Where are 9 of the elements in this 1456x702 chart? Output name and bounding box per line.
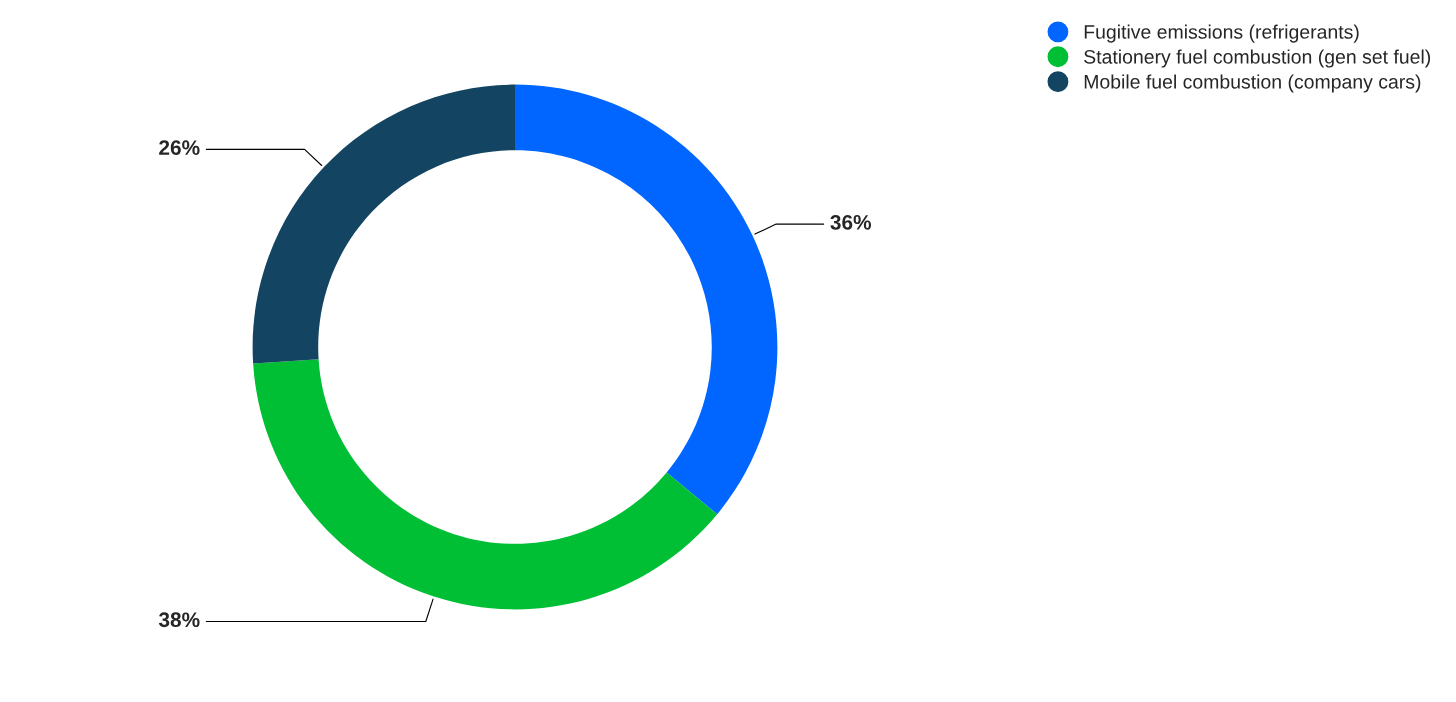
data-label: 26% [159, 140, 200, 155]
data-label: 38% [158, 612, 200, 628]
legend-label: Mobile fuel combustion (company cars) [1084, 74, 1421, 93]
donut-slice [252, 84, 515, 364]
legend-label: Stationery fuel combustion (gen set fuel) [1084, 49, 1431, 68]
donut-slice [253, 359, 718, 610]
data-label: 36% [830, 214, 872, 230]
legend-label: Fugitive emissions (refrigerants) [1084, 24, 1359, 43]
donut-slice [515, 84, 778, 515]
